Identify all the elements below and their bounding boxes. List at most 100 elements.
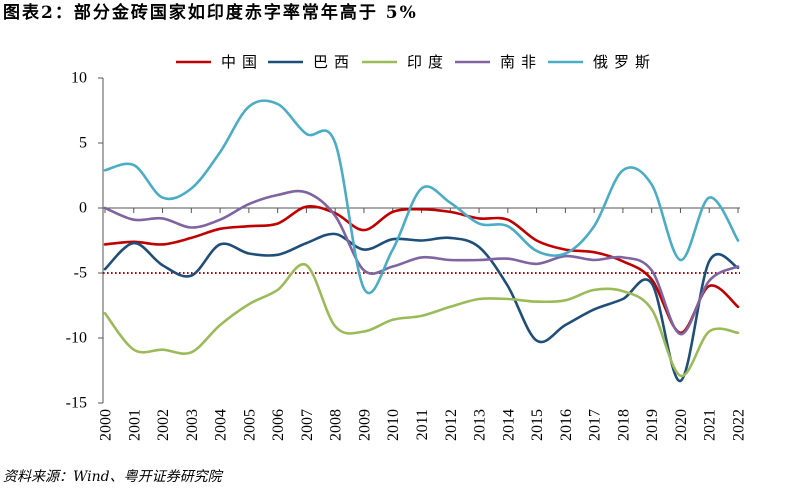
x-tick-label: 2016 <box>558 409 575 441</box>
data-point <box>361 286 367 292</box>
data-point <box>217 217 223 223</box>
data-point <box>102 266 108 272</box>
data-point <box>332 213 338 219</box>
data-point <box>188 273 194 279</box>
data-point <box>476 296 482 302</box>
x-tick-label: 2005 <box>241 409 258 441</box>
legend-label: 巴西 <box>313 53 355 71</box>
data-point <box>447 200 453 206</box>
data-point <box>505 217 511 223</box>
x-tick-label: 2008 <box>328 409 345 441</box>
chart-legend: 中国 巴西 印度 南非 俄罗斯 <box>176 53 656 71</box>
data-point <box>188 186 194 192</box>
data-point <box>390 317 396 323</box>
data-point <box>275 221 281 227</box>
series-line-3 <box>103 189 740 336</box>
x-tick-label: 2019 <box>644 409 661 441</box>
source-note: 资料来源：Wind、粤开证券研究院 <box>3 469 222 485</box>
data-point <box>447 304 453 310</box>
data-point <box>160 195 166 201</box>
data-point <box>332 140 338 146</box>
data-point <box>620 296 626 302</box>
data-point <box>735 264 741 270</box>
x-tick-label: 2006 <box>270 409 287 441</box>
data-point <box>361 227 367 233</box>
data-point <box>735 304 741 310</box>
data-point <box>303 131 309 137</box>
data-point <box>591 249 597 255</box>
legend-label: 俄罗斯 <box>593 53 656 71</box>
legend-label: 印度 <box>407 53 449 71</box>
data-point <box>275 252 281 258</box>
data-point <box>361 267 367 273</box>
x-tick-label: 2013 <box>472 409 489 441</box>
data-point <box>217 149 223 155</box>
data-point <box>447 257 453 263</box>
data-point <box>102 241 108 247</box>
x-tick-label: 2022 <box>731 409 748 441</box>
data-point <box>678 373 684 379</box>
data-point <box>476 221 482 227</box>
data-point <box>419 238 425 244</box>
data-point <box>275 287 281 293</box>
data-point <box>419 186 425 192</box>
data-point <box>706 258 712 264</box>
data-point <box>303 189 309 195</box>
data-point <box>246 201 252 207</box>
series-line-2 <box>103 262 740 378</box>
data-point <box>476 257 482 263</box>
data-point <box>534 261 540 267</box>
data-point <box>591 287 597 293</box>
data-point <box>332 323 338 329</box>
x-tick-label: 2010 <box>385 409 402 441</box>
x-tick-label: 2002 <box>155 409 172 441</box>
y-tick-label: 10 <box>71 70 87 87</box>
data-point <box>706 329 712 335</box>
data-point <box>303 240 309 246</box>
data-point <box>678 257 684 263</box>
data-point <box>534 238 540 244</box>
data-point <box>217 241 223 247</box>
data-point <box>735 238 741 244</box>
data-point <box>361 329 367 335</box>
data-point <box>419 254 425 260</box>
data-point <box>188 225 194 231</box>
data-point <box>131 162 137 168</box>
data-point <box>562 322 568 328</box>
series-line-0 <box>103 205 740 335</box>
data-point <box>102 310 108 316</box>
data-point <box>591 223 597 229</box>
series-3 <box>103 189 741 336</box>
chart-title: 图表2：部分金砖国家如印度赤字率常年高于 5% <box>3 3 418 23</box>
series-0 <box>102 205 741 335</box>
data-point <box>160 262 166 268</box>
data-point <box>476 244 482 250</box>
data-point <box>649 182 655 188</box>
x-tick-label: 2014 <box>500 409 517 441</box>
data-point <box>390 209 396 215</box>
data-point <box>246 104 252 110</box>
data-point <box>649 267 655 273</box>
legend-item: 南非 <box>455 53 542 71</box>
data-point <box>160 241 166 247</box>
data-point <box>275 101 281 107</box>
data-point <box>447 235 453 241</box>
data-point <box>188 349 194 355</box>
data-point <box>188 235 194 241</box>
data-point <box>246 301 252 307</box>
x-tick-label: 2007 <box>299 409 316 441</box>
data-point <box>131 217 137 223</box>
legend-label: 南非 <box>500 53 542 71</box>
series-line-4 <box>103 99 740 295</box>
data-point <box>620 254 626 260</box>
series-2 <box>102 262 740 379</box>
data-point <box>131 347 137 353</box>
data-point <box>303 262 309 268</box>
data-point <box>275 192 281 198</box>
data-point <box>332 231 338 237</box>
series-1 <box>102 231 740 384</box>
legend-item: 中国 <box>176 53 263 71</box>
legend-label: 中国 <box>221 53 263 71</box>
data-point <box>678 378 684 384</box>
